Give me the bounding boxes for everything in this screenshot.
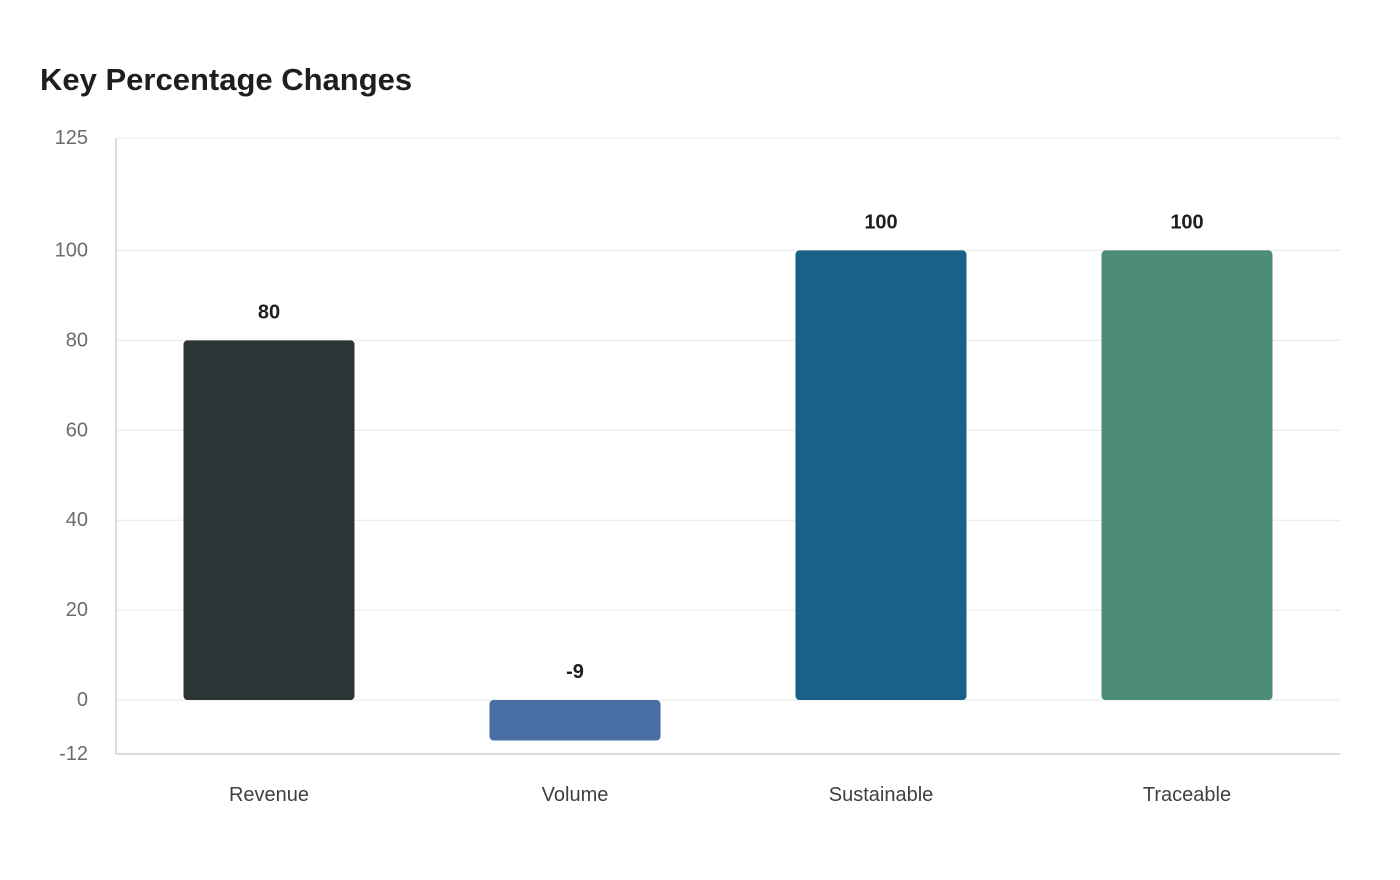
bar-volume[interactable] [489,700,661,741]
y-tick-label: -12 [59,743,88,765]
axes [115,138,1340,755]
y-tick-label: 20 [66,599,88,621]
bars [183,250,1273,741]
y-tick-label: 0 [77,689,88,711]
x-category-label: Sustainable [829,784,934,806]
y-tick-label: 80 [66,329,88,351]
y-tick-label: 40 [66,509,88,531]
y-axis-ticks: 125 100 80 60 40 20 0 -12 [55,127,88,765]
y-tick-label: 125 [55,127,88,149]
data-label: 100 [1170,211,1203,233]
x-category-label: Traceable [1143,784,1231,806]
bar-revenue[interactable] [183,340,355,701]
bar-sustainable[interactable] [795,250,967,701]
data-label: -9 [566,661,584,683]
y-tick-label: 100 [55,239,88,261]
x-axis-categories: Revenue Volume Sustainable Traceable [229,784,1231,806]
data-labels: 80 -9 100 100 [258,211,1204,683]
bar-traceable[interactable] [1101,250,1273,701]
chart-title: Key Percentage Changes [40,62,413,97]
data-label: 80 [258,301,280,323]
x-category-label: Revenue [229,784,309,806]
data-label: 100 [864,211,897,233]
x-category-label: Volume [542,784,609,806]
y-tick-label: 60 [66,419,88,441]
